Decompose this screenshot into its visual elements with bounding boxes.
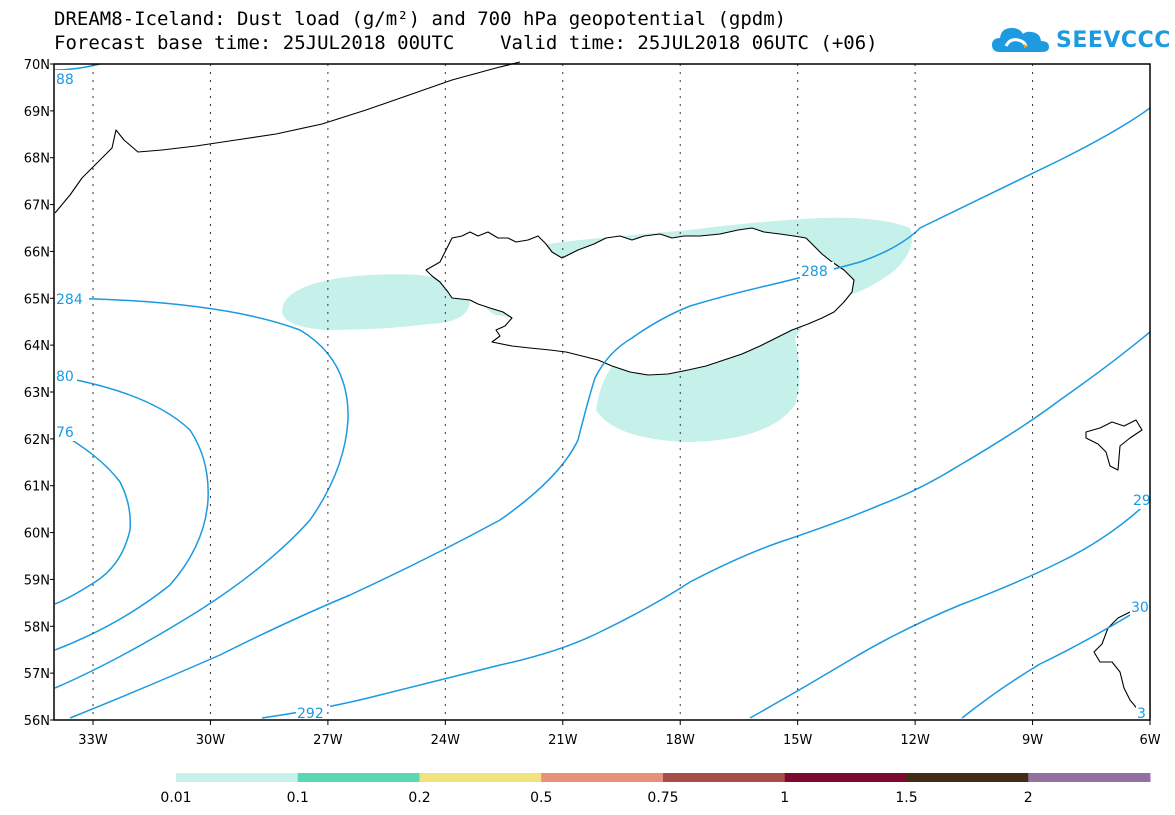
latitude-label: 67N	[24, 199, 50, 214]
contour-label: 284	[56, 292, 83, 308]
longitude-label: 9W	[1022, 733, 1043, 748]
colorbar-swatch	[1028, 773, 1151, 782]
colorbar-swatch	[541, 773, 664, 782]
latitude-label: 57N	[24, 667, 50, 682]
latitude-label: 56N	[24, 714, 50, 729]
logo-text: SEEVCCC	[1056, 27, 1171, 53]
latitude-label: 65N	[24, 292, 50, 307]
contour-label: 292	[297, 706, 324, 722]
colorbar: 0.01 0.1 0.2 0.5 0.75 1 1.5 2	[160, 773, 1151, 806]
latitude-label: 68N	[24, 152, 50, 167]
colorbar-swatch	[297, 773, 420, 782]
latitude-label: 62N	[24, 433, 50, 448]
colorbar-swatch	[176, 773, 299, 782]
longitude-label: 15W	[783, 733, 813, 748]
colorbar-label: 0.75	[647, 790, 678, 806]
colorbar-label: 0.2	[408, 790, 430, 806]
colorbar-label: 1.5	[895, 790, 917, 806]
colorbar-label: 0.01	[160, 790, 191, 806]
graticule	[92, 64, 1034, 720]
longitude-label: 24W	[431, 733, 461, 748]
contour-label: 30	[1131, 600, 1149, 616]
contour-label: 29	[1133, 493, 1151, 509]
latitude-label: 69N	[24, 105, 50, 120]
contour-label: 3	[1137, 706, 1146, 722]
contour-label: 76	[56, 425, 74, 441]
latitude-label: 63N	[24, 386, 50, 401]
coastline	[54, 61, 1151, 719]
colorbar-label: 0.1	[287, 790, 309, 806]
colorbar-label: 1	[780, 790, 789, 806]
longitude-label: 30W	[196, 733, 226, 748]
colorbar-swatch	[784, 773, 907, 782]
longitude-label: 18W	[666, 733, 696, 748]
forecast-times: Forecast base time: 25JUL2018 00UTC Vali…	[54, 32, 878, 54]
longitude-label: 6W	[1139, 733, 1160, 748]
colorbar-label: 2	[1024, 790, 1033, 806]
contour-label: 80	[56, 369, 74, 385]
seevccc-logo: SEEVCCC	[990, 22, 1171, 58]
latitude-label: 58N	[24, 620, 50, 635]
longitude-label: 12W	[900, 733, 930, 748]
geopotential-contours	[54, 63, 1151, 719]
latitude-label: 59N	[24, 573, 50, 588]
latitude-label: 66N	[24, 245, 50, 260]
longitude-labels: 33W 30W 27W 24W 21W 18W 15W 12W 9W 6W	[78, 720, 1161, 748]
latitude-label: 60N	[24, 527, 50, 542]
contour-label: 88	[56, 72, 74, 88]
colorbar-label: 0.5	[530, 790, 552, 806]
longitude-label: 21W	[548, 733, 578, 748]
colorbar-swatch	[419, 773, 542, 782]
colorbar-swatch	[663, 773, 786, 782]
longitude-label: 27W	[313, 733, 343, 748]
latitude-labels: 70N 69N 68N 67N 66N 65N 64N 63N 62N 61N 60N 59N 58N 5…	[24, 58, 54, 729]
contour-labels: 88 284 80 76 288 292 29 30 3	[55, 70, 1151, 722]
colorbar-swatch	[906, 773, 1029, 782]
latitude-label: 64N	[24, 339, 50, 354]
cloud-icon	[992, 28, 1049, 52]
longitude-label: 33W	[78, 733, 108, 748]
latitude-label: 61N	[24, 480, 50, 495]
latitude-label: 70N	[24, 58, 50, 73]
contour-label: 288	[801, 264, 828, 280]
map-title: DREAM8-Iceland: Dust load (g/m²) and 700…	[54, 8, 787, 30]
